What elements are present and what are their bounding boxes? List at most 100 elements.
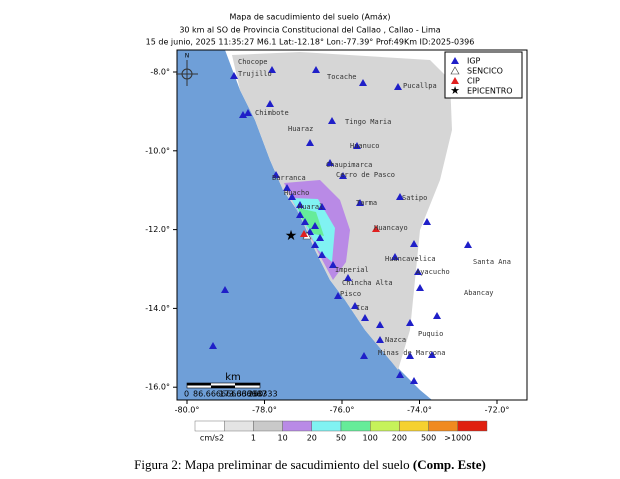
legend: ★: [444, 51, 523, 99]
colorbar-swatch: [194, 420, 225, 432]
place-label: Trujillo: [238, 70, 272, 78]
colorbar-label: 200: [392, 434, 407, 443]
lat-tick-label: -14.0°: [145, 304, 170, 313]
title: 30 km al SO de Provincia Constitucional …: [179, 26, 440, 35]
station-igp: [244, 109, 252, 116]
station-igp: [433, 312, 441, 319]
place-label: Huaral: [298, 203, 323, 211]
station-igp: [394, 83, 402, 90]
station-igp: [406, 319, 414, 326]
title: Mapa de sacudimiento del suelo (Amáx): [229, 13, 390, 22]
lon-tick-label: -72.0°: [485, 406, 510, 415]
place-label: Barranca: [272, 174, 306, 182]
station-igp: [464, 241, 472, 248]
colorbar-swatch: [399, 420, 429, 432]
station-igp: [391, 253, 399, 260]
lat-tick-label: -12.0°: [145, 225, 170, 234]
station-cip: [300, 230, 308, 237]
station-igp: [396, 371, 404, 378]
station-igp: [316, 234, 324, 241]
colorbar-swatch: [370, 420, 400, 432]
station-igp: [376, 321, 384, 328]
station-igp: [416, 284, 424, 291]
scale-label: 260: [248, 390, 263, 399]
scale-label: 86.666666666667: [193, 390, 267, 399]
station-igp: [396, 193, 404, 200]
station-igp: [410, 377, 418, 384]
colorbar-swatch: [223, 420, 254, 432]
caption: Figura 2: Mapa preliminar de sacudimient…: [134, 457, 486, 472]
station-igp: [318, 251, 326, 258]
station-igp: [423, 218, 431, 225]
station-igp: [353, 142, 361, 149]
place-label: Ica: [356, 304, 369, 312]
lat-tick-label: -10.0°: [145, 146, 170, 155]
legend-label: CIP: [467, 77, 480, 86]
lat-tick-label: -8.0°: [150, 68, 170, 77]
station-igp: [266, 100, 274, 107]
lon-tick-label: -78.0°: [252, 406, 277, 415]
place-label: Santa Ana: [473, 258, 511, 266]
station-igp: [410, 240, 418, 247]
colorbar-swatch: [428, 420, 459, 432]
scale-bar: [186, 382, 261, 389]
station-igp: [326, 159, 334, 166]
station-igp: [376, 336, 384, 343]
place-label: Chaupimarca: [326, 161, 372, 169]
colorbar-swatch: [457, 420, 488, 432]
colorbar-label: 500: [421, 434, 436, 443]
place-label: Huancayo: [374, 224, 408, 232]
station-igp: [306, 139, 314, 146]
station-igp: [311, 222, 319, 229]
legend-label: IGP: [467, 57, 481, 66]
station-igp: [296, 201, 304, 208]
station-igp: [351, 302, 359, 309]
station-igp: [318, 203, 326, 210]
place-label: Imperial: [335, 266, 369, 274]
station-igp: [329, 261, 337, 268]
colorbar-label: >1000: [444, 434, 471, 443]
scale-unit: km: [225, 372, 241, 383]
station-igp: [414, 268, 422, 275]
colorbar-label: 50: [336, 434, 346, 443]
place-label: Cerro de Pasco: [336, 171, 395, 179]
station-igp: [428, 351, 436, 358]
station-igp: [288, 193, 296, 200]
colorbar-label: 10: [278, 434, 288, 443]
place-label: Abancay: [464, 289, 494, 297]
colorbar-swatch: [311, 420, 342, 432]
station-igp: [344, 274, 352, 281]
scale-label: 173.33333333: [219, 390, 278, 399]
place-label: Satipo: [402, 194, 427, 202]
place-label: Chincha Alta: [342, 279, 393, 287]
station-igp: [360, 352, 368, 359]
colorbar-swatch: [253, 420, 283, 432]
svg-text:★: ★: [450, 84, 460, 97]
lon-tick-label: -76.0°: [330, 406, 355, 415]
place-label: Huacho: [284, 189, 309, 197]
station-cip: [372, 225, 380, 232]
station-igp: [283, 184, 291, 191]
legend-label: SENCICO: [467, 67, 503, 76]
station-igp: [301, 218, 309, 225]
colorbar-swatch: [340, 420, 371, 432]
place-label: Huancavelica: [385, 255, 436, 263]
station-igp: [312, 66, 320, 73]
lat-tick-label: -16.0°: [145, 383, 170, 392]
colorbar-label: 20: [307, 434, 317, 443]
station-igp: [359, 79, 367, 86]
svg-text:N: N: [185, 53, 190, 60]
map-frame: [176, 49, 528, 401]
station-igp: [221, 286, 229, 293]
station-igp: [334, 292, 342, 299]
place-label: Pisco: [340, 290, 361, 298]
place-label: Chocope: [238, 58, 268, 66]
place-label: Puquio: [418, 330, 443, 338]
station-igp: [272, 171, 280, 178]
epicenter: ★: [285, 228, 298, 244]
station-igp: [296, 211, 304, 218]
station-igp: [356, 199, 364, 206]
colorbar-label: 1: [251, 434, 256, 443]
lon-tick-label: -74.0°: [407, 406, 432, 415]
